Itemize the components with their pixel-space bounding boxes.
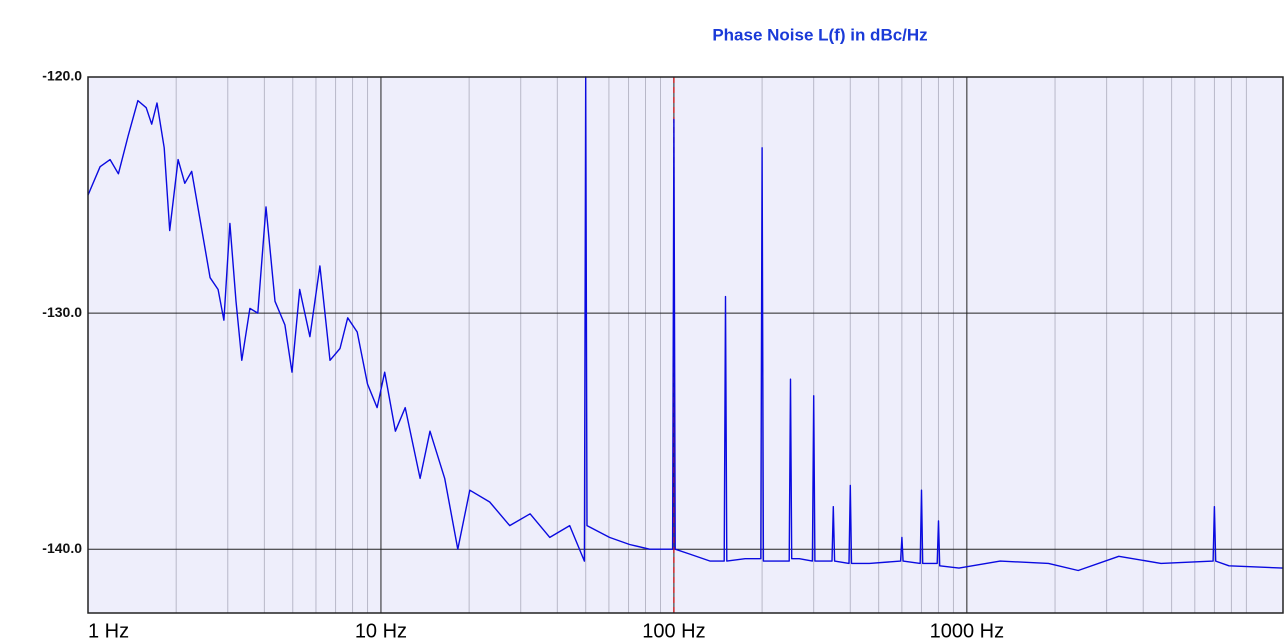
series-line: [87, 76, 1284, 572]
x-tick-label: 1 Hz: [88, 620, 129, 641]
y-tick-label: -140.0: [42, 540, 82, 556]
chart-title: Phase Noise L(f) in dBc/Hz: [712, 25, 927, 44]
marks: [87, 76, 1284, 613]
x-tick-label: 1000 Hz: [930, 620, 1005, 641]
y-tick-label: -120.0: [42, 68, 82, 84]
plot-border: [87, 76, 1284, 614]
plot-area: [88, 77, 1283, 613]
x-tick-label: 100 Hz: [642, 620, 705, 641]
y-tick-label: -130.0: [42, 304, 82, 320]
x-tick-label: 10 Hz: [355, 620, 407, 641]
